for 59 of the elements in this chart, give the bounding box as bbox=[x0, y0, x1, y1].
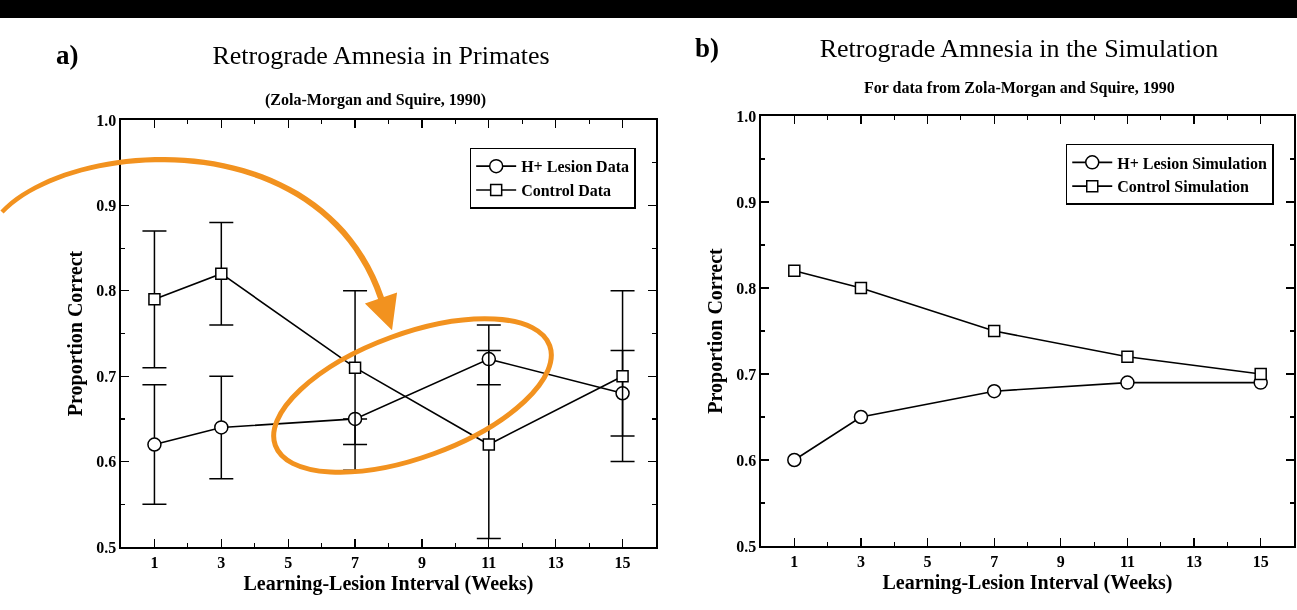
x-tick-label: 15 bbox=[614, 553, 631, 571]
x-tick-label: 7 bbox=[990, 552, 999, 570]
legend-label: Control Data bbox=[521, 182, 612, 200]
x-tick-label: 1 bbox=[790, 552, 799, 570]
point bbox=[348, 361, 362, 374]
legend-label: Control Simulation bbox=[1117, 178, 1250, 196]
x-tick-label: 5 bbox=[923, 552, 932, 570]
y-tick-label: 1.0 bbox=[96, 111, 117, 129]
chart-title: Retrograde Amnesia in Primates bbox=[212, 41, 550, 71]
y-tick-label: 1.0 bbox=[736, 107, 757, 125]
y-tick-label: 0.9 bbox=[736, 193, 757, 211]
x-tick-label: 7 bbox=[351, 553, 360, 571]
point bbox=[214, 420, 229, 435]
y-tick-label: 0.9 bbox=[96, 197, 117, 214]
y-tick-label: 0.5 bbox=[96, 538, 117, 556]
text: a) bbox=[56, 40, 79, 70]
legend-label: H+ Lesion Data bbox=[521, 158, 629, 176]
y-axis-title: Proportion Correct bbox=[64, 250, 87, 417]
x-tick-label: 15 bbox=[1252, 552, 1269, 570]
text: b) bbox=[695, 33, 720, 63]
x-tick-label: 3 bbox=[217, 553, 226, 571]
x-tick-label: 9 bbox=[1056, 552, 1065, 570]
x-tick-label: 5 bbox=[284, 553, 293, 571]
x-tick-label: 3 bbox=[856, 552, 865, 570]
point bbox=[615, 386, 630, 401]
point bbox=[854, 281, 868, 295]
y-tick-label: 0.6 bbox=[96, 453, 117, 471]
y-tick-label: 0.8 bbox=[96, 282, 117, 300]
x-tick-label: 13 bbox=[1186, 552, 1203, 570]
point bbox=[1120, 375, 1135, 390]
point bbox=[987, 324, 1001, 338]
chart-title: Retrograde Amnesia in the Simulation bbox=[819, 34, 1219, 64]
y-tick-label: 0.6 bbox=[736, 451, 757, 469]
y-axis-title: Proportion Correct bbox=[704, 248, 727, 414]
x-tick-label: 13 bbox=[547, 553, 564, 571]
point bbox=[148, 293, 161, 306]
chart-subtitle: For data from Zola-Morgan and Squire, 1990 bbox=[864, 79, 1175, 97]
point bbox=[215, 267, 228, 280]
point bbox=[986, 383, 1002, 399]
y-tick-label: 0.5 bbox=[736, 537, 757, 555]
point bbox=[616, 369, 629, 383]
point bbox=[1254, 367, 1267, 381]
x-axis-title: Learning-Lesion Interval (Weeks) bbox=[243, 572, 534, 595]
x-tick-label: 11 bbox=[481, 553, 497, 571]
x-axis-title: Learning-Lesion Interval (Weeks) bbox=[882, 571, 1173, 594]
point bbox=[147, 437, 162, 452]
point bbox=[788, 264, 801, 278]
legend-label: H+ Lesion Simulation bbox=[1117, 154, 1267, 172]
chart-subtitle: (Zola-Morgan and Squire, 1990) bbox=[265, 91, 487, 109]
point bbox=[1121, 350, 1134, 364]
x-tick-label: 9 bbox=[417, 553, 426, 571]
point bbox=[853, 409, 869, 425]
point bbox=[482, 438, 496, 451]
y-tick-label: 0.8 bbox=[736, 279, 757, 297]
x-tick-label: 11 bbox=[1119, 552, 1135, 570]
y-tick-label: 0.7 bbox=[96, 367, 117, 385]
x-tick-label: 1 bbox=[150, 553, 159, 571]
y-tick-label: 0.7 bbox=[736, 365, 757, 383]
point bbox=[787, 452, 802, 468]
